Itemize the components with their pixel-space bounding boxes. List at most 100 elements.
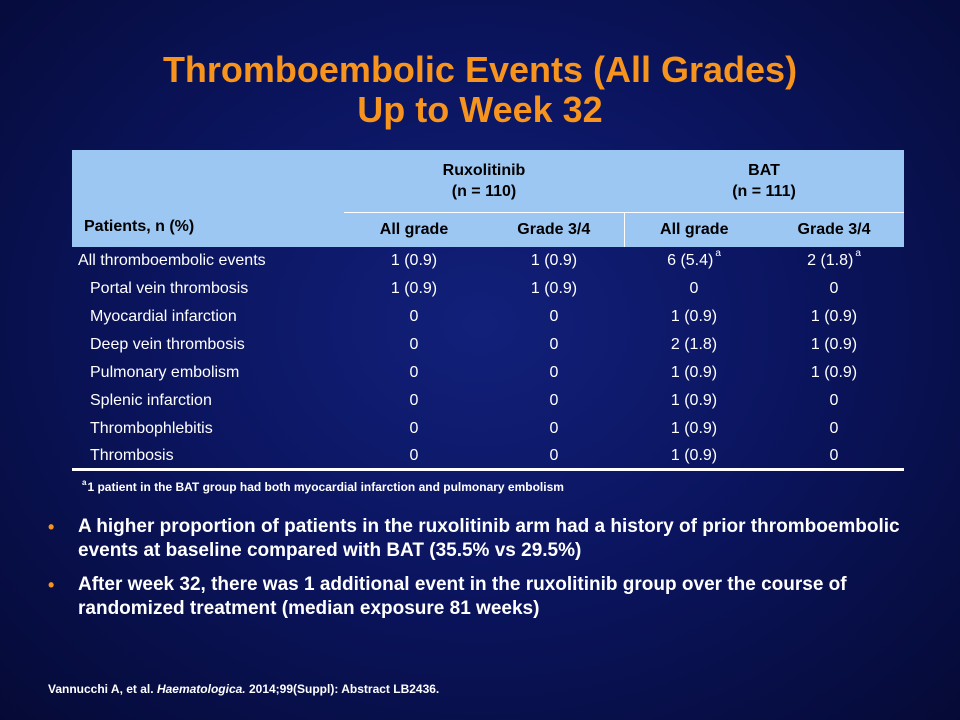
table-cell: 1 (0.9) xyxy=(344,275,484,303)
table-cell: 2 (1.8) xyxy=(624,331,764,359)
slide-title-line2: Up to Week 32 xyxy=(357,89,603,130)
table-row: Splenic infarction 0 0 1 (0.9) 0 xyxy=(72,387,904,415)
table-cell: 0 xyxy=(484,387,624,415)
table-cell: 0 xyxy=(484,331,624,359)
row-label: Thrombophlebitis xyxy=(90,420,213,437)
table-body: All thromboembolic events 1 (0.9) 1 (0.9) 6… xyxy=(72,247,904,471)
footnote-text: 1 patient in the BAT group had both myoc… xyxy=(87,480,564,494)
table-cell: 0 xyxy=(764,387,904,415)
cell-value: 0 xyxy=(409,446,419,464)
table-cell: 1 (0.9) xyxy=(344,247,484,275)
row-label: All thromboembolic events xyxy=(78,252,266,269)
table-cell: 0 xyxy=(764,415,904,443)
cell-value: 1 (0.9) xyxy=(670,364,718,381)
table-row: Thrombosis 0 0 1 (0.9) 0 xyxy=(72,443,904,471)
table-cell: 1 (0.9) xyxy=(624,415,764,443)
table-cell: 0 xyxy=(484,303,624,331)
subheader-cell: All grade xyxy=(344,212,484,247)
cell-value: 6 (5.4) xyxy=(667,252,714,269)
cell-value: 1 (0.9) xyxy=(530,252,578,269)
cell-value: 1 (0.9) xyxy=(670,392,718,409)
table-cell: 1 (0.9) xyxy=(624,443,764,471)
citation: Vannucchi A, et al. Haematologica. 2014;… xyxy=(48,682,439,696)
table-header-row: Patients, n (%) Ruxolitinib (n = 110) BA… xyxy=(72,150,904,247)
bullet-text: After week 32, there was 1 additional ev… xyxy=(78,574,847,619)
citation-journal: Haematologica. xyxy=(156,682,246,696)
bullet-list: • A higher proportion of patients in the … xyxy=(48,515,908,631)
events-table: Patients, n (%) Ruxolitinib (n = 110) BA… xyxy=(72,150,904,471)
slide-title-line1: Thromboembolic Events (All Grades) xyxy=(162,49,798,90)
cell-value: 0 xyxy=(829,392,839,409)
table-cell: 0 xyxy=(764,443,904,471)
table-cell: 0 xyxy=(624,275,764,303)
bullet-dot: • xyxy=(48,517,55,537)
cell-value: 1 (0.9) xyxy=(670,308,718,325)
table-cell: 1 (0.9) xyxy=(764,331,904,359)
table-row: Myocardial infarction 0 0 1 (0.9) 1 (0.9) xyxy=(72,303,904,331)
citation-details: 2014;99(Suppl): Abstract LB2436. xyxy=(248,682,440,696)
cell-value: 0 xyxy=(409,420,419,437)
table-cell: 0 xyxy=(484,415,624,443)
footnote: a1 patient in the BAT group had both myo… xyxy=(82,478,564,494)
footnote-mark: a xyxy=(82,478,87,487)
bullet-text: A higher proportion of patients in the r… xyxy=(78,516,900,561)
group-n: (n = 111) xyxy=(732,183,796,200)
cell-value: 1 (0.9) xyxy=(670,446,718,464)
cell-value: 1 (0.9) xyxy=(390,280,438,297)
cell-value: 0 xyxy=(689,280,699,297)
cell-value: 0 xyxy=(549,308,559,325)
cell-value: 0 xyxy=(549,420,559,437)
cell-value: 1 (0.9) xyxy=(810,308,858,325)
subheader-cell: Grade 3/4 xyxy=(484,212,624,247)
cell-value: 1 (0.9) xyxy=(390,252,438,269)
cell-value: 2 (1.8) xyxy=(807,252,854,269)
group-header-bat: BAT (n = 111) xyxy=(624,150,904,213)
table-cell: 1 (0.9) xyxy=(624,387,764,415)
cell-value: 0 xyxy=(409,336,419,353)
cell-value: 2 (1.8) xyxy=(670,336,718,353)
group-name: Ruxolitinib xyxy=(442,162,526,179)
table-cell: 1 (0.9) xyxy=(484,275,624,303)
table-row: Portal vein thrombosis 1 (0.9) 1 (0.9) 0 0 xyxy=(72,275,904,303)
table-subheader-row: All grade Grade 3/4 All grade Grade 3/4 xyxy=(72,212,904,247)
row-label: Splenic infarction xyxy=(90,392,212,409)
table-cell: 0 xyxy=(344,387,484,415)
table-row: All thromboembolic events 1 (0.9) 1 (0.9) 6… xyxy=(72,247,904,275)
bullet-item: • After week 32, there was 1 additional e… xyxy=(48,573,908,621)
cell-value: 1 (0.9) xyxy=(530,280,578,297)
table-cell: 0 xyxy=(344,443,484,471)
cell-value: 0 xyxy=(829,446,839,464)
table-cell: 1 (0.9) xyxy=(764,359,904,387)
table-cell: 1 (0.9) xyxy=(624,359,764,387)
footnote-mark: a xyxy=(715,248,721,259)
row-label: Myocardial infarction xyxy=(90,308,237,325)
table-cell: 0 xyxy=(344,415,484,443)
table-cell: 6 (5.4) a xyxy=(624,247,764,275)
cell-value: 0 xyxy=(549,392,559,409)
table-cell: 1 (0.9) xyxy=(624,303,764,331)
table-cell: 0 xyxy=(484,443,624,471)
row-label: Pulmonary embolism xyxy=(90,364,240,381)
cell-value: 1 (0.9) xyxy=(670,420,718,437)
cell-value: 0 xyxy=(409,308,419,325)
cell-value: 1 (0.9) xyxy=(810,364,858,381)
table-cell: 0 xyxy=(484,359,624,387)
row-label: Thrombosis xyxy=(72,443,344,471)
slide-title: Thromboembolic Events (All Grades) Up to… xyxy=(0,50,960,130)
table-row: Deep vein thrombosis 0 0 2 (1.8) 1 (0.9) xyxy=(72,331,904,359)
cell-value: 0 xyxy=(549,336,559,353)
group-header-ruxolitinib: Ruxolitinib (n = 110) xyxy=(344,150,624,213)
row-label: Portal vein thrombosis xyxy=(90,280,249,297)
citation-authors: Vannucchi A, et al. xyxy=(48,682,154,696)
cell-value: 0 xyxy=(829,420,839,437)
table-cell: 2 (1.8) a xyxy=(764,247,904,275)
subheader-cell: All grade xyxy=(623,212,764,247)
events-table-container: Patients, n (%) Ruxolitinib (n = 110) BA… xyxy=(72,150,904,471)
table-cell: 1 (0.9) xyxy=(484,247,624,275)
table-cell: 0 xyxy=(344,303,484,331)
table-row: Thrombophlebitis 0 0 1 (0.9) 0 xyxy=(72,415,904,443)
cell-value: 0 xyxy=(549,364,559,381)
cell-value: 0 xyxy=(409,364,419,381)
cell-value: 1 (0.9) xyxy=(810,336,858,353)
cell-value: 0 xyxy=(409,392,419,409)
